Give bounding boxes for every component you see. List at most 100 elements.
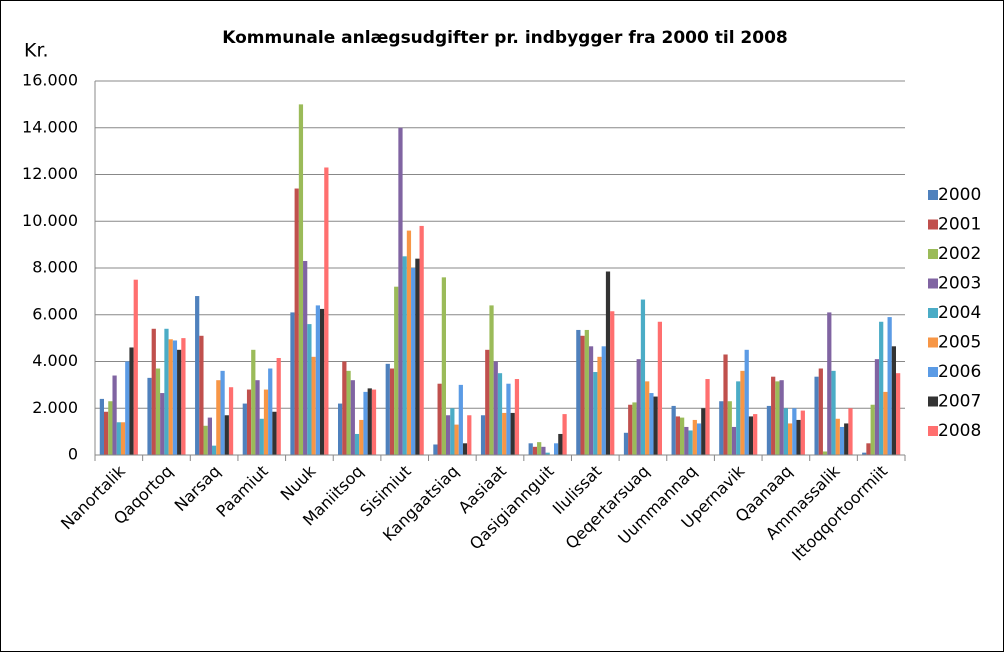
bar	[675, 416, 680, 455]
bar	[354, 433, 360, 455]
bar	[177, 349, 182, 455]
bar	[497, 373, 503, 455]
bar	[220, 370, 225, 455]
bar	[649, 393, 654, 455]
legend-label: 2004	[938, 303, 981, 323]
bar	[338, 403, 343, 455]
legend-swatch	[928, 308, 938, 318]
bar	[896, 373, 901, 455]
bar	[415, 258, 420, 455]
legend-swatch	[928, 337, 938, 348]
bar	[246, 389, 252, 455]
legend-label: 2003	[938, 274, 981, 294]
bar	[835, 418, 840, 455]
bar	[645, 381, 650, 455]
y-tick-label: 4.000	[32, 351, 78, 370]
y-tick-label: 8.000	[32, 258, 78, 277]
bar	[537, 442, 542, 455]
bar	[450, 408, 455, 455]
bar	[151, 328, 156, 455]
legend-swatch	[928, 426, 938, 436]
bar	[748, 416, 754, 455]
legend-label: 2008	[938, 421, 981, 441]
bar	[640, 299, 646, 455]
bar	[866, 443, 871, 455]
bar	[584, 329, 589, 455]
y-tick-label: 14.000	[22, 117, 78, 136]
y-tick-label: 2.000	[32, 398, 78, 417]
bar	[510, 412, 515, 455]
bar	[688, 430, 693, 455]
bar	[558, 433, 563, 455]
bar	[168, 339, 173, 455]
bar	[576, 329, 581, 455]
y-tick-label: 16.000	[22, 71, 78, 90]
bar	[731, 426, 737, 455]
bar	[554, 443, 559, 455]
bar	[228, 387, 234, 455]
bar	[736, 381, 741, 455]
bar	[653, 396, 658, 455]
bar	[800, 410, 805, 455]
bar	[303, 260, 308, 455]
bar	[502, 412, 507, 455]
bar	[307, 324, 312, 455]
bar	[883, 391, 888, 455]
bar	[580, 335, 585, 455]
bar	[562, 414, 567, 455]
bar	[545, 452, 550, 455]
bar	[839, 426, 845, 455]
bar	[324, 167, 329, 456]
bar	[489, 305, 494, 455]
bar	[879, 321, 884, 455]
bar	[727, 401, 732, 455]
bar	[125, 361, 130, 455]
bar	[480, 415, 486, 455]
bar	[263, 389, 269, 455]
bar	[740, 370, 745, 455]
bar	[818, 368, 823, 455]
bar	[458, 384, 463, 455]
bar	[359, 419, 364, 455]
bar	[671, 405, 676, 455]
legend-swatch	[928, 396, 938, 407]
bar	[398, 127, 403, 455]
bar	[771, 376, 776, 455]
bar	[446, 415, 451, 455]
legend-swatch	[928, 367, 938, 377]
bar	[104, 411, 109, 455]
bar	[320, 308, 325, 455]
bar	[862, 452, 867, 455]
bar	[441, 277, 446, 455]
bar	[195, 296, 200, 455]
bar	[705, 379, 710, 455]
bar	[506, 383, 511, 455]
legend-label: 2000	[938, 185, 981, 205]
bar	[514, 379, 520, 455]
bar	[753, 414, 758, 455]
bar	[172, 340, 178, 455]
bar	[155, 368, 161, 455]
bar	[294, 188, 299, 455]
bar	[744, 349, 749, 455]
bar	[610, 311, 615, 455]
bar	[701, 408, 706, 455]
bar	[311, 356, 316, 455]
bar	[632, 402, 637, 455]
bar	[462, 443, 468, 455]
bar	[268, 368, 273, 455]
bar	[657, 321, 662, 455]
bar	[108, 401, 113, 455]
bar	[371, 389, 377, 455]
bar	[597, 356, 602, 455]
bar	[844, 423, 849, 455]
bar	[363, 391, 368, 455]
bar	[528, 443, 533, 455]
bar	[827, 312, 832, 455]
bar	[212, 445, 217, 455]
bar	[419, 225, 424, 455]
bar	[350, 380, 355, 455]
bar	[251, 349, 256, 455]
